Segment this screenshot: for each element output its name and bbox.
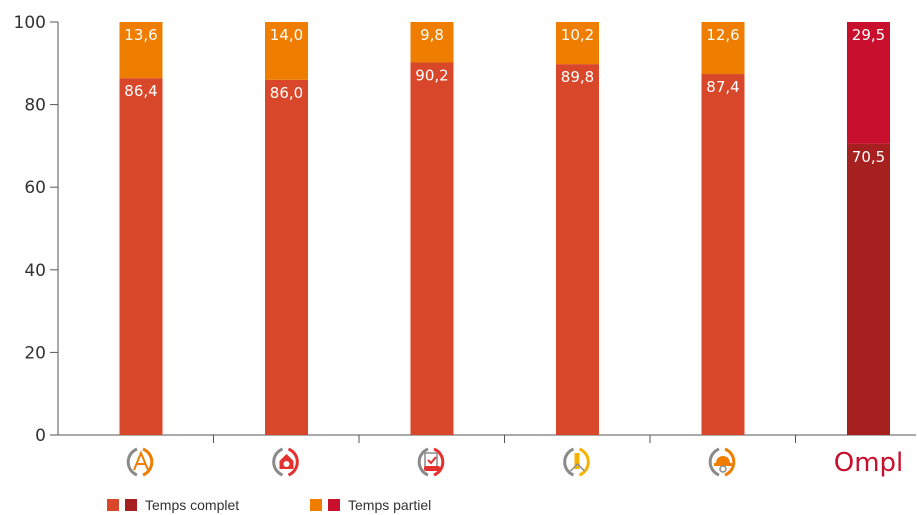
surveyor-icon bbox=[563, 447, 590, 477]
y-tick-label-60: 60 bbox=[24, 178, 46, 198]
check-glyph bbox=[427, 456, 437, 465]
bar-part-time-0 bbox=[119, 22, 163, 79]
bar-part-time-2 bbox=[410, 22, 454, 63]
bar-part-time-3 bbox=[556, 22, 599, 65]
real-estate-ring-grey bbox=[272, 447, 284, 477]
data-label-full-time-3: 89,8 bbox=[561, 68, 594, 86]
category-icons: Ompl bbox=[126, 447, 904, 478]
y-tick-label-100: 100 bbox=[14, 13, 46, 33]
data-label-full-time-4: 87,4 bbox=[706, 78, 739, 96]
y-tick-label-20: 20 bbox=[24, 343, 46, 363]
legend-swatch-1-a bbox=[310, 499, 322, 511]
data-label-part-time-0: 13,6 bbox=[124, 26, 157, 44]
data-label-full-time-2: 90,2 bbox=[415, 66, 448, 84]
bar-full-time-0 bbox=[119, 78, 163, 435]
clipboard-glyph bbox=[424, 452, 438, 468]
bar-part-time-1 bbox=[265, 22, 308, 80]
y-axis: 0 20 40 60 80 100 bbox=[14, 13, 59, 446]
tripod-glyph bbox=[569, 462, 586, 472]
surveyor-ring-grey bbox=[563, 447, 575, 477]
legend-label-1: Temps partiel bbox=[348, 497, 431, 513]
bar-full-time-2 bbox=[410, 62, 454, 435]
bar-part-time-4 bbox=[701, 22, 745, 75]
legend: Temps complet Temps partiel bbox=[107, 497, 431, 513]
y-tick-label-80: 80 bbox=[24, 96, 46, 116]
x-axis bbox=[58, 434, 916, 443]
surveyor-ring-color bbox=[578, 447, 590, 477]
data-label-part-time-1: 14,0 bbox=[270, 26, 303, 44]
data-label-full-time-1: 86,0 bbox=[270, 84, 303, 102]
y-tick-label-0: 0 bbox=[35, 426, 46, 446]
engineering-ring-color bbox=[724, 447, 736, 477]
real-estate-icon bbox=[272, 447, 299, 477]
architecture-ring-grey bbox=[126, 447, 138, 477]
data-label-full-time-0: 86,4 bbox=[124, 82, 157, 100]
engineering-ring-grey bbox=[708, 447, 720, 477]
bars: 86,4 13,6 86,0 14,0 90,2 9,8 89,8 10,2 87,4 12,6 7… bbox=[119, 22, 890, 436]
helmet-glyph bbox=[716, 456, 730, 463]
ompl-logo: Ompl bbox=[834, 448, 904, 478]
data-label-part-time-4: 12,6 bbox=[706, 26, 739, 44]
engineering-icon bbox=[708, 447, 736, 477]
legend-swatch-0-b bbox=[125, 499, 137, 511]
data-label-part-time-5: 29,5 bbox=[852, 26, 885, 44]
legend-swatch-0-a bbox=[107, 499, 119, 511]
legend-swatch-1-b bbox=[328, 499, 340, 511]
car-glyph bbox=[424, 466, 440, 471]
y-tick-label-40: 40 bbox=[24, 261, 46, 281]
architecture-ring-color bbox=[142, 447, 154, 477]
gear-glyph bbox=[719, 465, 727, 473]
surveyor-pole-glyph bbox=[574, 453, 580, 469]
bar-full-time-5 bbox=[847, 143, 890, 435]
automotive-expertise-ring-color bbox=[433, 447, 445, 477]
bar-part-time-5 bbox=[847, 22, 890, 144]
helmet-brim-glyph bbox=[714, 463, 732, 466]
automotive-expertise-icon bbox=[417, 447, 445, 477]
data-label-part-time-2: 9,8 bbox=[420, 26, 444, 44]
architecture-icon bbox=[126, 447, 154, 477]
bar-full-time-3 bbox=[556, 64, 599, 435]
automotive-expertise-ring-grey bbox=[417, 447, 429, 477]
data-label-full-time-5: 70,5 bbox=[852, 148, 885, 166]
compass-glyph bbox=[133, 450, 149, 471]
bar-full-time-4 bbox=[701, 74, 745, 436]
data-label-part-time-3: 10,2 bbox=[561, 26, 594, 44]
bar-full-time-1 bbox=[265, 79, 308, 435]
legend-label-0: Temps complet bbox=[145, 497, 239, 513]
real-estate-ring-color bbox=[287, 447, 299, 477]
house-window-glyph bbox=[283, 461, 290, 467]
